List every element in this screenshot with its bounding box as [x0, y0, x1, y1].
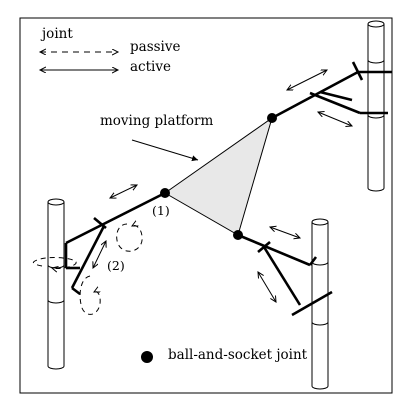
moving-platform-label: moving platform [100, 113, 214, 129]
ball-socket-legend-label: ball-and-socket joint [168, 347, 308, 363]
ball-socket-joint-right-bottom [233, 230, 243, 240]
leg-left [64, 191, 166, 296]
active-joint-arrows [93, 70, 352, 302]
active-arrow-leg-right-bottom-lower [258, 272, 276, 302]
active-arrow-leg-right-bottom-upper [270, 227, 300, 238]
passive-rotation-joint-2 [116, 224, 143, 252]
active-arrow-leg-right-top-upper [287, 70, 327, 90]
passive-rotation-leg-left-lower [79, 275, 100, 315]
passive-rotation-column-left [33, 257, 77, 269]
leg-right-bottom [237, 233, 333, 317]
column-left [47, 198, 65, 370]
moving-platform [164, 116, 273, 236]
column-right-top [367, 20, 385, 192]
joint-2-label: (2) [107, 258, 125, 273]
passive-joint-arrows [33, 224, 143, 315]
active-arrow-leg-left-lower [93, 241, 106, 268]
ball-socket-joint-right-top [267, 113, 277, 123]
legend-passive-label: passive [130, 39, 180, 55]
active-arrow-leg-right-top-lower [318, 112, 352, 126]
legend-active-label: active [130, 59, 171, 75]
ball-socket-joint-left [160, 188, 170, 198]
figure-frame [19, 17, 393, 394]
active-arrow-leg-left-upper [110, 185, 137, 198]
joint-1-label: (1) [152, 203, 170, 218]
leg-right-top [271, 61, 392, 120]
moving-platform-pointer [131, 139, 199, 162]
legend-title: joint [40, 26, 73, 42]
legend: joint passive active [40, 26, 180, 75]
ball-socket-legend-marker [141, 351, 153, 363]
column-right-bottom [311, 218, 329, 390]
